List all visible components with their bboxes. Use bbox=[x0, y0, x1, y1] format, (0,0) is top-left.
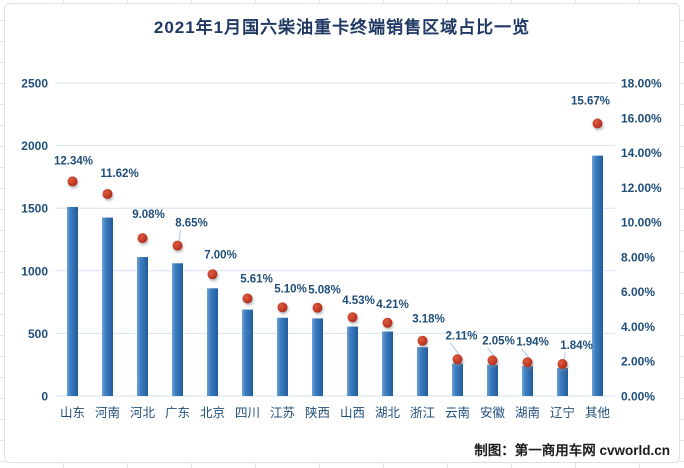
marker-dot-山东 bbox=[67, 176, 78, 187]
right-axis-tick: 10.00% bbox=[621, 216, 662, 230]
data-label-山西: 4.53% bbox=[342, 295, 375, 307]
bar-其他 bbox=[592, 155, 603, 396]
right-axis-tick: 2.00% bbox=[621, 355, 655, 369]
marker-dot-浙江 bbox=[417, 335, 428, 346]
marker-dot-江苏 bbox=[277, 302, 288, 313]
bar-山西 bbox=[347, 326, 358, 396]
data-label-河北: 9.08% bbox=[132, 209, 165, 221]
marker-dot-山西 bbox=[347, 312, 358, 323]
left-axis-tick: 2000 bbox=[21, 139, 48, 153]
x-axis-label-四川: 四川 bbox=[235, 406, 260, 420]
right-axis-tick: 14.00% bbox=[621, 146, 662, 160]
x-axis-label-广东: 广东 bbox=[165, 406, 190, 420]
right-axis-tick: 16.00% bbox=[621, 111, 662, 125]
bar-河北 bbox=[137, 257, 148, 396]
bar-河南 bbox=[102, 217, 113, 396]
bar-安徽 bbox=[487, 364, 498, 396]
left-axis-tick: 0 bbox=[41, 390, 48, 404]
data-labels: 12.34% 11.62% 9.08% 8.65% 7.00%5.61%5.10% 5.0… bbox=[54, 96, 610, 352]
x-axis-label-浙江: 浙江 bbox=[410, 405, 435, 420]
label-leader-line bbox=[178, 230, 181, 242]
x-axis-label-湖北: 湖北 bbox=[375, 405, 401, 420]
data-label-北京: 7.00% bbox=[204, 249, 237, 261]
data-label-河南: 11.62% bbox=[100, 168, 138, 180]
bar-广东 bbox=[172, 263, 183, 396]
data-label-广东: 8.65% bbox=[175, 218, 208, 230]
bar-series bbox=[67, 155, 603, 396]
right-axis-tick: 0.00% bbox=[621, 390, 655, 404]
right-axis-tick: 12.00% bbox=[621, 181, 662, 195]
x-axis-label-山东: 山东 bbox=[60, 406, 85, 420]
marker-dot-四川 bbox=[242, 293, 253, 304]
marker-dot-北京 bbox=[207, 269, 218, 280]
right-axis-tick: 8.00% bbox=[621, 250, 655, 264]
gridlines bbox=[55, 82, 615, 397]
marker-dot-其他 bbox=[592, 118, 603, 129]
bar-浙江 bbox=[417, 347, 428, 396]
data-label-四川: 5.61% bbox=[240, 273, 273, 285]
bar-云南 bbox=[452, 363, 463, 396]
bar-江苏 bbox=[277, 317, 288, 396]
left-axis-tick: 500 bbox=[28, 327, 48, 341]
data-label-陕西: 5.08% bbox=[308, 285, 341, 297]
left-axis-tick: 2500 bbox=[21, 77, 48, 91]
bar-湖南 bbox=[522, 365, 533, 396]
right-axis-tick: 18.00% bbox=[621, 77, 662, 91]
x-axis-label-云南: 云南 bbox=[445, 405, 470, 420]
bar-湖北 bbox=[382, 331, 393, 396]
data-label-云南: 2.11% bbox=[446, 330, 478, 342]
label-leader-line bbox=[487, 347, 495, 357]
x-axis-label-山西: 山西 bbox=[340, 406, 365, 420]
chart-title: 2021年1月国六柴油重卡终端销售区域占比一览 bbox=[153, 18, 531, 37]
marker-dot-湖北 bbox=[382, 317, 393, 328]
label-leader-line bbox=[450, 342, 460, 356]
data-label-山东: 12.34% bbox=[54, 155, 93, 167]
marker-dot-陕西 bbox=[312, 302, 323, 313]
marker-dot-云南 bbox=[452, 354, 463, 365]
data-label-安徽: 2.05% bbox=[482, 335, 515, 347]
bar-山东 bbox=[67, 206, 78, 396]
right-axis-tick: 6.00% bbox=[621, 285, 655, 299]
x-axis-label-江苏: 江苏 bbox=[270, 405, 295, 420]
data-label-其他: 15.67% bbox=[571, 96, 610, 108]
bar-陕西 bbox=[312, 318, 323, 396]
data-label-辽宁: 1.84% bbox=[560, 340, 593, 352]
x-axis-label-陕西: 陕西 bbox=[305, 405, 330, 420]
x-axis-label-河北: 河北 bbox=[130, 406, 156, 420]
marker-dot-辽宁 bbox=[557, 359, 568, 370]
left-axis-tick: 1000 bbox=[21, 264, 48, 278]
bar-四川 bbox=[242, 309, 253, 396]
x-axis-label-河南: 河南 bbox=[95, 405, 120, 420]
axis-tick-labels: 0 500 1000 1500 2000 2500 0.00% 2.00% 4.00% 6.00%… bbox=[21, 77, 662, 421]
data-label-江苏: 5.10% bbox=[274, 283, 307, 295]
marker-dot-安徽 bbox=[487, 355, 498, 366]
left-axis-tick: 1500 bbox=[21, 202, 48, 216]
x-axis-label-安徽: 安徽 bbox=[480, 405, 506, 420]
credit-text: 制图：第一商用车网 cvworld.cn bbox=[474, 443, 670, 458]
scatter-markers bbox=[67, 118, 603, 370]
x-axis-label-辽宁: 辽宁 bbox=[550, 405, 575, 420]
x-axis-label-北京: 北京 bbox=[200, 406, 225, 420]
label-leader-line bbox=[521, 348, 530, 359]
data-label-湖北: 4.21% bbox=[376, 299, 409, 311]
marker-dot-湖南 bbox=[522, 357, 533, 368]
marker-dot-河南 bbox=[102, 188, 113, 199]
x-axis-label-其他: 其他 bbox=[585, 406, 611, 420]
x-axis-label-湖南: 湖南 bbox=[515, 405, 540, 420]
marker-dot-河北 bbox=[137, 233, 148, 244]
marker-dot-广东 bbox=[172, 240, 183, 251]
bar-北京 bbox=[207, 288, 218, 396]
data-label-浙江: 3.18% bbox=[412, 314, 445, 326]
right-axis-tick: 4.00% bbox=[621, 320, 655, 334]
data-label-湖南: 1.94% bbox=[516, 336, 549, 348]
bar-辽宁 bbox=[557, 367, 568, 396]
label-leader-line bbox=[563, 352, 566, 360]
